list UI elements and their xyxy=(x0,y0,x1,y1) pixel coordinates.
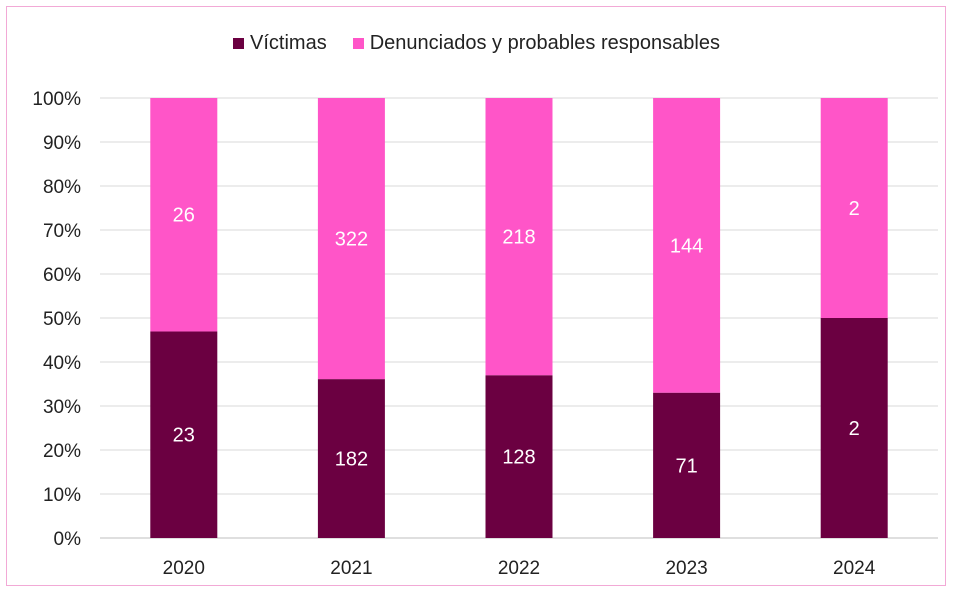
y-tick-label-4: 40% xyxy=(43,353,81,374)
bar-2020-series-0 xyxy=(150,331,218,538)
y-tick-label-6: 60% xyxy=(43,265,81,286)
legend-item-denunciados: Denunciados y probables responsables xyxy=(352,32,720,55)
bar-2020-series-1 xyxy=(150,98,218,332)
data-label-2021-series-1: 322 xyxy=(335,229,368,251)
x-tick-label-2022: 2022 xyxy=(498,558,540,579)
legend: Víctimas Denunciados y probables respons… xyxy=(0,32,953,55)
y-tick-label-8: 80% xyxy=(43,177,81,198)
bar-2022-series-0 xyxy=(485,375,553,538)
bar-2024-series-0 xyxy=(820,318,888,538)
y-tick-label-3: 30% xyxy=(43,397,81,418)
bar-2021-series-1 xyxy=(317,98,385,380)
legend-swatch-victimas xyxy=(233,38,245,49)
data-label-2021-series-0: 182 xyxy=(335,449,368,471)
data-label-2022-series-0: 128 xyxy=(502,447,535,469)
data-label-2023-series-0: 71 xyxy=(675,455,697,477)
x-tick-label-2023: 2023 xyxy=(665,558,707,579)
y-tick-label-9: 90% xyxy=(43,133,81,154)
y-tick-label-0: 0% xyxy=(54,529,82,550)
bar-2021-series-0 xyxy=(317,379,385,538)
data-label-2024-series-0: 2 xyxy=(849,418,860,440)
data-label-2023-series-1: 144 xyxy=(670,235,703,257)
x-tick-label-2024: 2024 xyxy=(833,558,876,579)
y-tick-label-2: 20% xyxy=(43,441,81,462)
bar-2023-series-0 xyxy=(653,392,721,538)
y-tick-label-7: 70% xyxy=(43,221,81,242)
x-tick-label-2021: 2021 xyxy=(330,558,372,579)
data-label-2020-series-0: 23 xyxy=(173,425,195,447)
legend-item-victimas: Víctimas xyxy=(233,32,327,55)
data-label-2020-series-1: 26 xyxy=(173,205,195,227)
y-tick-label-10: 100% xyxy=(32,89,81,110)
legend-swatch-denunciados xyxy=(352,38,364,49)
bar-2023-series-1 xyxy=(653,98,721,393)
y-tick-label-5: 50% xyxy=(43,309,81,330)
legend-label-denunciados: Denunciados y probables responsables xyxy=(369,32,720,54)
y-tick-label-1: 10% xyxy=(43,485,81,506)
bar-2022-series-1 xyxy=(485,98,553,376)
x-tick-label-2020: 2020 xyxy=(163,558,205,579)
bar-2024-series-1 xyxy=(820,98,888,318)
data-label-2024-series-1: 2 xyxy=(849,198,860,220)
data-label-2022-series-1: 218 xyxy=(502,227,535,249)
legend-label-victimas: Víctimas xyxy=(250,32,327,54)
